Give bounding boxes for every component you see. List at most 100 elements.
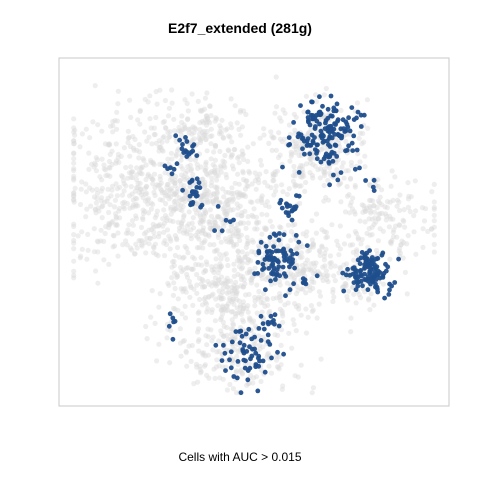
background-cell-point — [209, 169, 215, 175]
background-cell-point — [99, 128, 105, 134]
background-cell-point — [153, 212, 159, 218]
background-cell-point — [312, 263, 318, 269]
background-cell-point — [357, 130, 363, 136]
background-cell-point — [301, 267, 308, 273]
background-cell-point — [180, 255, 186, 261]
background-cell-point — [278, 342, 284, 348]
background-cell-point — [230, 207, 236, 213]
background-cell-point — [130, 222, 136, 228]
background-cell-point — [133, 215, 139, 221]
background-cell-point — [401, 240, 407, 246]
background-cell-point — [106, 165, 112, 171]
background-cell-point — [223, 171, 229, 178]
background-cell-point — [211, 170, 218, 176]
background-cell-point — [218, 280, 224, 286]
background-cell-point — [208, 183, 214, 189]
background-cell-point — [387, 239, 393, 245]
background-cell-point — [347, 210, 353, 216]
background-cell-point — [238, 368, 244, 374]
highlighted-cell-point — [222, 350, 228, 356]
background-cell-point — [134, 245, 140, 251]
background-cell-point — [224, 290, 230, 296]
background-cell-point — [315, 269, 321, 275]
background-cell-point — [214, 349, 220, 355]
background-cell-point — [218, 165, 224, 171]
highlighted-cell-point — [369, 277, 375, 283]
background-cell-point — [147, 235, 153, 241]
background-cell-point — [242, 255, 248, 261]
highlighted-cell-point — [347, 128, 353, 134]
background-cell-point — [308, 243, 314, 250]
background-cell-point — [218, 307, 224, 313]
background-cell-point — [238, 266, 244, 272]
background-cell-point — [292, 182, 298, 188]
background-cell-point — [202, 267, 208, 273]
background-cell-point — [188, 157, 194, 163]
background-cell-point — [193, 126, 199, 132]
background-cell-point — [93, 162, 99, 168]
background-cell-point — [116, 205, 122, 212]
background-cell-point — [177, 198, 183, 204]
background-cell-point — [233, 225, 239, 231]
background-cell-point — [202, 179, 208, 185]
background-cell-point — [130, 145, 137, 151]
background-cell-point — [322, 169, 328, 175]
background-cell-point — [255, 296, 261, 302]
background-cell-point — [252, 303, 258, 309]
background-cell-point — [249, 237, 255, 243]
background-cell-point — [339, 164, 345, 170]
background-cell-point — [231, 261, 237, 267]
background-cell-point — [264, 352, 270, 358]
x-axis-label: Cells with AUC > 0.015 — [178, 450, 302, 464]
background-cell-point — [116, 208, 122, 214]
background-cell-point — [218, 216, 224, 222]
background-cell-point — [323, 229, 329, 235]
background-cell-point — [272, 188, 279, 194]
background-cell-point — [256, 180, 262, 186]
background-cell-point — [115, 230, 121, 236]
background-cell-point — [267, 308, 273, 314]
background-cell-point — [113, 215, 120, 221]
background-cell-point — [224, 126, 230, 132]
background-cell-point — [245, 144, 251, 150]
background-cell-point — [213, 248, 219, 254]
background-cell-point — [422, 206, 429, 212]
background-cell-point — [164, 227, 171, 233]
background-cell-point — [307, 170, 313, 176]
background-cell-point — [238, 132, 244, 138]
background-cell-point — [280, 189, 286, 195]
background-cell-point — [139, 243, 145, 249]
background-cell-point — [252, 323, 258, 329]
background-cell-point — [286, 186, 292, 192]
highlighted-cell-point — [265, 332, 271, 338]
background-cell-point — [259, 199, 265, 206]
background-cell-point — [270, 173, 276, 179]
background-cell-point — [347, 176, 354, 182]
highlighted-cell-point — [183, 135, 188, 140]
background-cell-point — [246, 315, 253, 321]
background-cell-point — [167, 133, 173, 140]
background-cell-point — [323, 273, 330, 279]
background-cell-point — [218, 256, 224, 262]
background-cell-point — [368, 291, 374, 297]
background-cell-point — [306, 247, 313, 253]
background-cell-point — [138, 242, 145, 248]
background-cell-point — [170, 208, 177, 214]
highlighted-cell-point — [344, 121, 350, 127]
highlighted-cell-point — [246, 326, 252, 332]
background-cell-point — [263, 225, 269, 231]
background-cell-point — [230, 233, 236, 239]
background-cell-point — [331, 273, 337, 279]
background-cell-point — [299, 174, 305, 180]
background-cell-point — [202, 95, 208, 101]
background-cell-point — [120, 204, 126, 210]
background-cell-point — [240, 306, 246, 312]
background-cell-point — [237, 191, 243, 197]
highlighted-cell-point — [371, 188, 377, 194]
background-cell-point — [218, 296, 224, 302]
background-cell-point — [388, 183, 394, 189]
background-cell-point — [215, 213, 221, 219]
background-cell-point — [71, 268, 77, 274]
background-cell-point — [195, 234, 201, 240]
background-cell-point — [216, 363, 222, 369]
